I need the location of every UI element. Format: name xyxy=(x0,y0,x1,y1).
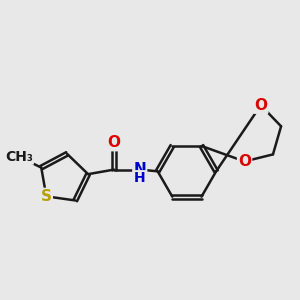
Text: S: S xyxy=(41,189,52,204)
Text: H: H xyxy=(134,171,146,185)
Text: O: O xyxy=(107,135,121,150)
Text: O: O xyxy=(254,98,267,113)
Text: CH₃: CH₃ xyxy=(5,150,33,164)
Text: N: N xyxy=(134,162,146,177)
Text: O: O xyxy=(238,154,251,169)
